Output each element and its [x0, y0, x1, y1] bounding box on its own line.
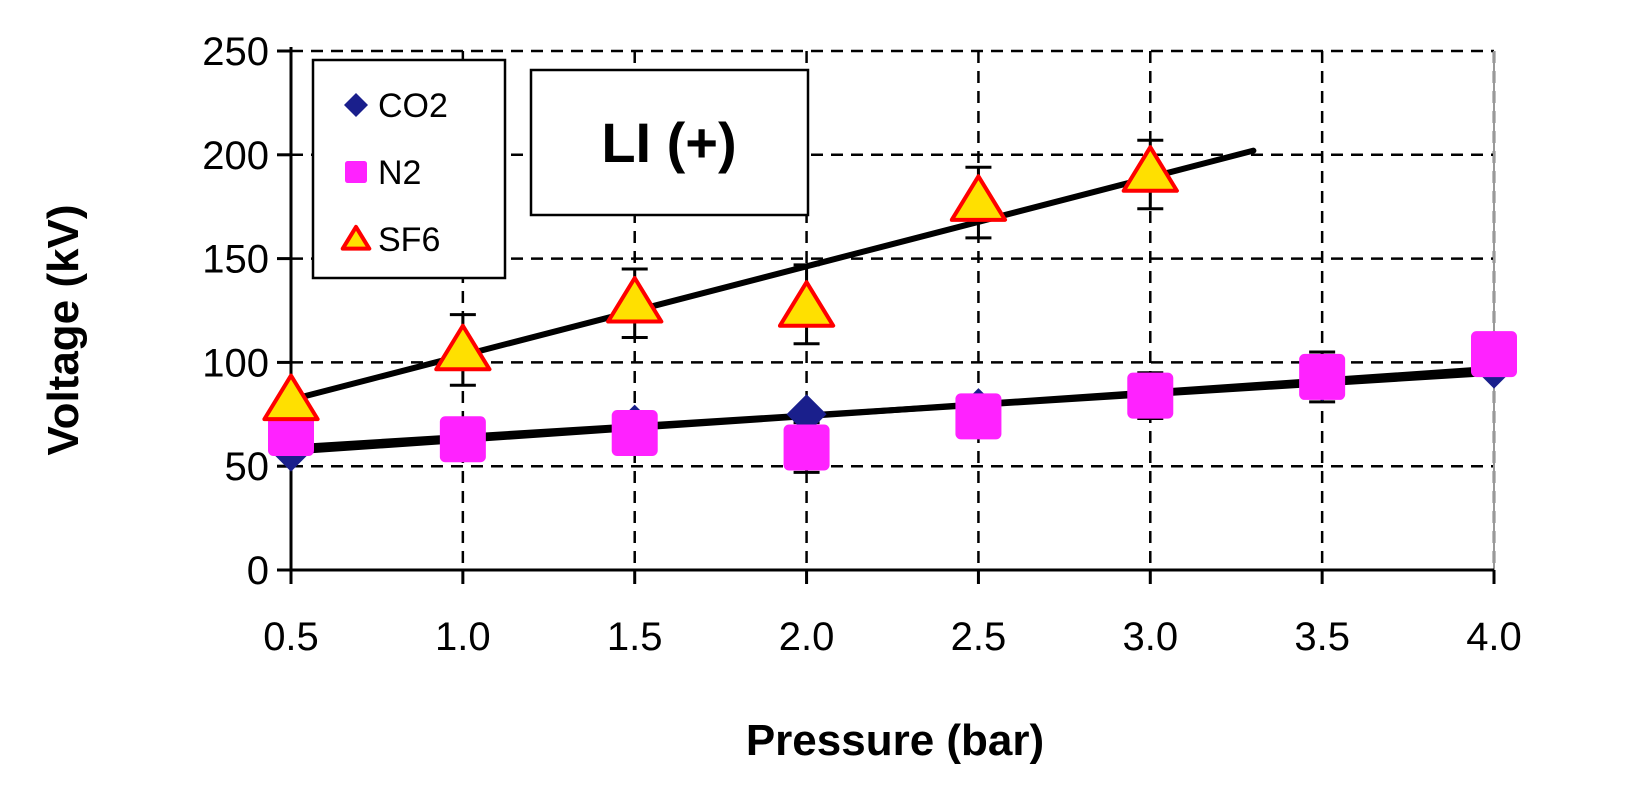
x-tick-label: 3.0: [1122, 615, 1178, 659]
y-tick-label: 0: [247, 549, 269, 593]
legend-marker-n2: [345, 161, 367, 183]
data-point-n2: [1127, 372, 1174, 419]
y-tick-label: 100: [202, 341, 269, 385]
data-point-n2: [268, 409, 314, 456]
data-point-sf6: [949, 174, 1008, 222]
data-point-n2: [955, 393, 1002, 440]
data-markers: [262, 145, 1517, 472]
axes: [277, 47, 1496, 584]
legend-label-co2: CO2: [378, 87, 448, 125]
x-tick-label: 4.0: [1466, 615, 1522, 659]
annotation-label: LI (+): [601, 111, 736, 174]
y-tick-label: 250: [202, 30, 269, 74]
legend-label-sf6: SF6: [378, 221, 440, 259]
legend-items: CO2 N2 SF6: [340, 87, 448, 259]
x-tick-label: 1.5: [607, 615, 663, 659]
legend-marker-co2: [344, 93, 368, 117]
trendline: [288, 369, 1497, 451]
data-point-sf6: [262, 373, 320, 422]
y-axis-title: Voltage (kV): [39, 204, 88, 455]
data-point-n2: [611, 409, 658, 456]
data-point-sf6: [1121, 145, 1179, 193]
data-point-n2: [783, 424, 830, 471]
x-tick-label: 2.0: [779, 615, 835, 659]
annotation-frame: [529, 68, 810, 217]
x-axis-title: Pressure (bar): [746, 716, 1044, 765]
data-point-n2: [1471, 331, 1517, 378]
x-tick-label: 3.5: [1294, 615, 1350, 659]
data-point-sf6: [606, 275, 664, 324]
x-tick-label: 0.5: [263, 615, 319, 659]
data-point-n2: [439, 416, 486, 463]
annotation-box: LI (+): [529, 68, 810, 217]
y-tick-label: 50: [225, 445, 270, 489]
data-point-sf6: [434, 323, 492, 372]
x-tick-label: 2.5: [951, 615, 1007, 659]
tick-labels: 0 50 100 150 200 250 0.5 1.0 1.5 2.0 2.5 3.0 3.5 4.0: [202, 30, 1522, 659]
data-point-n2: [1299, 353, 1346, 400]
data-point-co2: [786, 394, 827, 435]
data-point-sf6: [777, 280, 836, 328]
legend: CO2 N2 SF6: [311, 58, 507, 280]
legend-label-n2: N2: [378, 154, 421, 192]
legend-marker-sf6: [340, 224, 372, 251]
y-tick-label: 200: [202, 134, 269, 178]
x-tick-label: 1.0: [435, 615, 491, 659]
y-tick-label: 150: [202, 238, 269, 282]
